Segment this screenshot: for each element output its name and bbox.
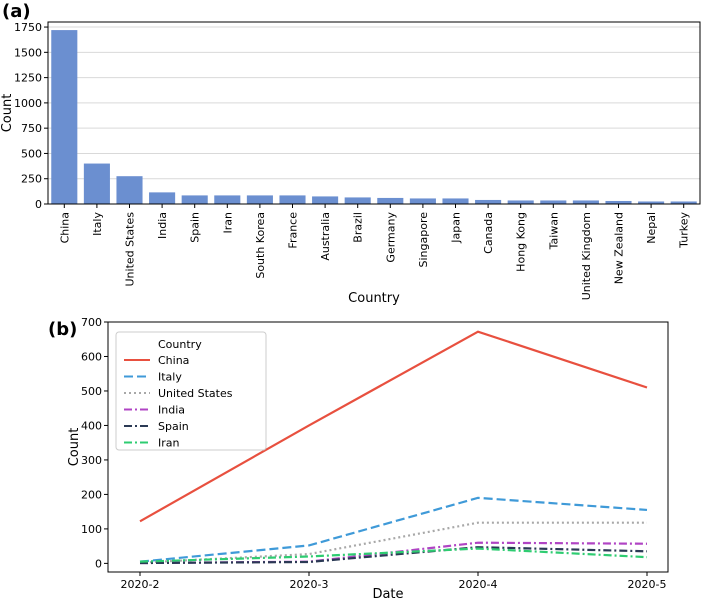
a-x-tick-label: Japan bbox=[450, 212, 463, 244]
series-line-iran bbox=[139, 547, 648, 563]
bar-germany bbox=[377, 197, 404, 204]
b-y-tick-label: 100 bbox=[81, 523, 102, 536]
a-y-tick-label: 1750 bbox=[14, 21, 42, 34]
series-line-china bbox=[139, 330, 648, 523]
bar-singapore bbox=[409, 198, 436, 204]
a-x-tick-label: China bbox=[58, 212, 71, 243]
panel-a-label: (a) bbox=[2, 1, 31, 22]
a-x-tick-label: Canada bbox=[482, 212, 495, 254]
a-x-tick-label: Nepal bbox=[645, 212, 658, 244]
legend-label-italy: Italy bbox=[158, 371, 182, 384]
a-x-tick-label: Australia bbox=[319, 212, 332, 261]
series-line-united-states bbox=[139, 521, 647, 564]
panel-b-frame bbox=[107, 321, 669, 573]
series-line-italy bbox=[139, 496, 648, 563]
bar-india bbox=[149, 192, 176, 204]
panel-b-legend: Country China Italy United States India Spai… bbox=[115, 331, 267, 451]
legend-label-india: India bbox=[158, 404, 185, 417]
panel-a-y-axis-title: Count bbox=[0, 94, 15, 133]
panel-a-y-ticks: 0 250 500 750 1000 1250 1500 1750 bbox=[14, 21, 48, 211]
a-x-tick-label: Singapore bbox=[417, 212, 430, 268]
a-y-tick-label: 500 bbox=[21, 147, 42, 160]
a-y-tick-label: 750 bbox=[21, 122, 42, 135]
a-x-tick-label: United Kingdom bbox=[580, 212, 593, 300]
bar-united-kingdom bbox=[572, 200, 599, 204]
b-y-tick-label: 300 bbox=[81, 454, 102, 467]
a-x-tick-label: South Korea bbox=[254, 212, 267, 279]
a-y-tick-label: 0 bbox=[35, 198, 42, 211]
a-x-tick-label: Brazil bbox=[352, 212, 365, 243]
bar-china bbox=[51, 30, 78, 205]
panel-b-y-axis-title: Count bbox=[67, 428, 82, 467]
a-y-tick-label: 250 bbox=[21, 173, 42, 186]
bar-france bbox=[279, 195, 306, 204]
b-y-tick-label: 400 bbox=[81, 419, 102, 432]
legend-label-spain: Spain bbox=[158, 420, 189, 433]
b-y-tick-label: 500 bbox=[81, 385, 102, 398]
a-x-tick-label: Iran bbox=[221, 212, 234, 234]
bar-canada bbox=[475, 199, 502, 204]
panel-a-bar-chart: (a) 0 250 500 750 1000 1250 1500 1750 China Ital… bbox=[0, 1, 701, 306]
bar-south-korea bbox=[246, 195, 273, 204]
bar-spain bbox=[181, 195, 208, 204]
b-y-tick-label: 200 bbox=[81, 488, 102, 501]
panel-a-frame bbox=[47, 21, 701, 205]
panel-b-y-ticks: 0 100 200 300 400 500 600 700 bbox=[81, 316, 108, 570]
b-y-tick-label: 600 bbox=[81, 350, 102, 363]
panel-a-gridlines bbox=[48, 26, 700, 205]
a-y-tick-label: 1500 bbox=[14, 46, 42, 59]
a-x-tick-label: India bbox=[156, 212, 169, 239]
bar-brazil bbox=[344, 197, 371, 204]
bar-nepal bbox=[638, 201, 665, 204]
legend-label-china: China bbox=[158, 354, 189, 367]
a-x-tick-label: Italy bbox=[91, 212, 104, 236]
series-line-spain bbox=[139, 546, 648, 565]
panel-a-x-ticks: China Italy United States India Spain Iran Sou… bbox=[58, 204, 691, 300]
bar-united-states bbox=[116, 176, 143, 204]
a-x-tick-label: Taiwan bbox=[547, 212, 560, 250]
a-y-tick-label: 1000 bbox=[14, 97, 42, 110]
bar-japan bbox=[442, 198, 469, 204]
b-x-tick-label: 2020-4 bbox=[459, 578, 498, 591]
bar-taiwan bbox=[540, 200, 567, 204]
b-y-tick-label: 0 bbox=[95, 557, 102, 570]
bar-turkey bbox=[670, 201, 697, 204]
panel-a-bars bbox=[51, 30, 697, 205]
bar-new-zealand bbox=[605, 200, 632, 204]
legend-items: China Italy United States India Spain Iran bbox=[124, 354, 233, 450]
b-x-tick-label: 2020-2 bbox=[121, 578, 160, 591]
panel-b-lines bbox=[139, 330, 648, 565]
a-x-tick-label: United States bbox=[124, 212, 137, 287]
a-x-tick-label: France bbox=[287, 212, 300, 249]
bar-italy bbox=[83, 163, 110, 204]
panel-b-x-axis-title: Date bbox=[372, 587, 403, 602]
legend-box bbox=[115, 331, 267, 451]
b-x-tick-label: 2020-5 bbox=[628, 578, 667, 591]
legend-title: Country bbox=[158, 338, 202, 351]
panel-b-x-ticks: 2020-2 2020-3 2020-4 2020-5 bbox=[121, 572, 667, 591]
a-x-tick-label: Hong Kong bbox=[515, 212, 528, 272]
panel-a-x-axis-title: Country bbox=[348, 291, 400, 306]
bar-iran bbox=[214, 195, 241, 204]
a-x-tick-label: Turkey bbox=[678, 212, 691, 249]
a-x-tick-label: Spain bbox=[189, 212, 202, 243]
legend-label-united-states: United States bbox=[158, 387, 233, 400]
a-x-tick-label: New Zealand bbox=[613, 212, 626, 284]
b-x-tick-label: 2020-3 bbox=[290, 578, 329, 591]
b-y-tick-label: 700 bbox=[81, 316, 102, 329]
panel-b-label: (b) bbox=[48, 319, 77, 340]
bar-australia bbox=[312, 196, 339, 204]
a-x-tick-label: Germany bbox=[384, 212, 397, 263]
bar-hong-kong bbox=[507, 200, 534, 204]
a-y-tick-label: 1250 bbox=[14, 72, 42, 85]
legend-label-iran: Iran bbox=[158, 437, 180, 450]
